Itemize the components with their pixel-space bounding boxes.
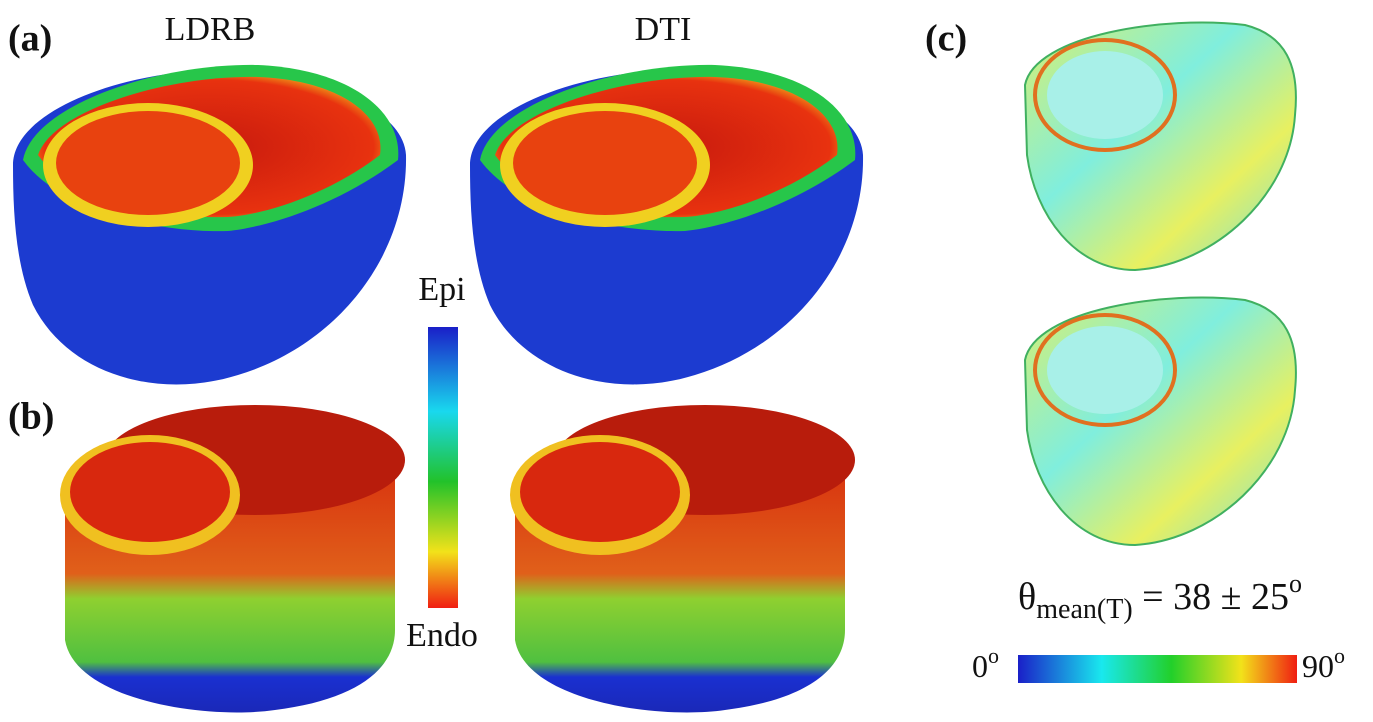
eq-subscript: mean [1036,594,1097,625]
eq-superscript: o [1289,569,1302,598]
heart-dti-b [510,405,855,712]
heart-ldrb-a [13,65,406,385]
colorbar-min: 0o [972,643,999,684]
column-title: LDRB [165,11,256,48]
eq-symbol: θ [1018,576,1036,618]
max-sup: o [1334,643,1345,668]
heart-c-bottom [1025,298,1296,546]
colorbar-label: Epi [418,271,465,308]
min-sup: o [988,643,999,668]
figure: (a) LDRB DTI (b) Epi Endo (c) θmean(T) =… [0,0,1373,722]
heart-ldrb-b [60,405,405,712]
heart-c-top [1025,23,1296,271]
colorbar [428,327,458,608]
colorbar-max: 90o [1302,643,1345,684]
heart-dti-a [470,65,863,385]
colorbar-label: Endo [406,617,478,654]
colorbar [1018,655,1297,683]
panel-label: (c) [925,18,967,60]
max-text: 90 [1302,648,1334,684]
min-text: 0 [972,648,988,684]
equation: θmean(T) = 38 ± 25o [1018,569,1302,625]
panel-label: (b) [8,396,54,438]
eq-argument: (T) [1097,594,1133,625]
panel-label: (a) [8,18,52,60]
eq-relation: = 38 ± 25 [1133,576,1289,618]
column-title: DTI [635,11,692,48]
